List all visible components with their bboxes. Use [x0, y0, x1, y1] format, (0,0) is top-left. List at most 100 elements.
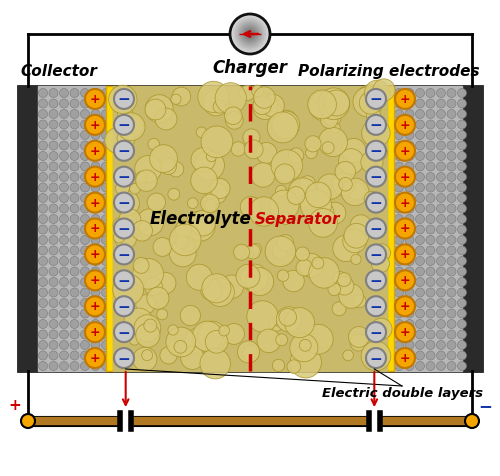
Circle shape: [70, 236, 79, 245]
Circle shape: [168, 162, 184, 178]
Circle shape: [436, 184, 446, 193]
Circle shape: [85, 219, 105, 239]
Circle shape: [309, 92, 338, 121]
Circle shape: [114, 116, 134, 136]
Circle shape: [426, 278, 435, 287]
Circle shape: [426, 288, 435, 298]
Text: −: −: [370, 248, 382, 262]
Circle shape: [170, 241, 196, 267]
Text: Collector: Collector: [20, 64, 97, 79]
Circle shape: [238, 23, 262, 47]
Circle shape: [49, 362, 58, 371]
Circle shape: [252, 86, 263, 98]
Circle shape: [136, 209, 164, 236]
Circle shape: [133, 259, 164, 289]
Circle shape: [276, 334, 287, 346]
Circle shape: [317, 175, 342, 200]
Circle shape: [38, 257, 48, 266]
Circle shape: [394, 215, 404, 224]
Circle shape: [436, 351, 446, 360]
Circle shape: [300, 190, 332, 221]
Circle shape: [416, 131, 424, 140]
Circle shape: [85, 348, 105, 368]
Circle shape: [91, 142, 100, 151]
Circle shape: [70, 278, 79, 287]
Circle shape: [49, 351, 58, 360]
Circle shape: [60, 288, 68, 298]
Bar: [38, 87, 106, 371]
Circle shape: [102, 226, 110, 235]
Circle shape: [251, 244, 262, 255]
Circle shape: [60, 152, 68, 161]
Circle shape: [283, 271, 304, 292]
Circle shape: [299, 254, 323, 278]
Circle shape: [426, 236, 435, 245]
Circle shape: [405, 268, 414, 277]
Circle shape: [360, 92, 382, 115]
Circle shape: [60, 268, 68, 277]
Circle shape: [156, 309, 168, 320]
Circle shape: [70, 142, 79, 151]
Circle shape: [426, 205, 435, 214]
Circle shape: [312, 258, 324, 269]
Circle shape: [436, 268, 446, 277]
Circle shape: [114, 322, 134, 342]
Circle shape: [102, 194, 110, 203]
Circle shape: [180, 306, 201, 326]
Circle shape: [436, 330, 446, 339]
Circle shape: [447, 89, 456, 98]
Circle shape: [436, 278, 446, 287]
Circle shape: [60, 184, 68, 193]
Circle shape: [176, 237, 188, 249]
Circle shape: [205, 200, 216, 211]
Circle shape: [436, 247, 446, 256]
Circle shape: [320, 112, 338, 129]
Circle shape: [102, 288, 110, 298]
Circle shape: [300, 176, 316, 192]
Circle shape: [395, 116, 415, 136]
Circle shape: [335, 162, 355, 182]
Circle shape: [447, 330, 456, 339]
Circle shape: [38, 362, 48, 371]
Circle shape: [38, 351, 48, 360]
Circle shape: [38, 320, 48, 329]
Bar: [113, 87, 387, 371]
Circle shape: [416, 320, 424, 329]
Circle shape: [276, 307, 301, 332]
Circle shape: [405, 309, 414, 318]
Text: +: +: [400, 119, 410, 131]
Circle shape: [394, 226, 404, 235]
Circle shape: [130, 184, 140, 195]
Circle shape: [436, 205, 446, 214]
Text: −: −: [370, 221, 382, 237]
Circle shape: [405, 288, 414, 298]
Circle shape: [394, 152, 404, 161]
Text: −: −: [370, 170, 382, 185]
Circle shape: [244, 28, 256, 41]
Circle shape: [49, 131, 58, 140]
Circle shape: [350, 334, 367, 351]
Text: +: +: [90, 326, 101, 338]
Text: −: −: [118, 92, 130, 107]
Circle shape: [201, 127, 233, 159]
Circle shape: [426, 100, 435, 109]
Circle shape: [436, 320, 446, 329]
Circle shape: [271, 150, 302, 182]
Circle shape: [91, 121, 100, 130]
Circle shape: [49, 320, 58, 329]
Circle shape: [180, 346, 204, 370]
Circle shape: [49, 330, 58, 339]
Circle shape: [70, 100, 79, 109]
Circle shape: [114, 232, 124, 243]
Circle shape: [153, 238, 172, 257]
Circle shape: [279, 309, 296, 327]
Circle shape: [202, 274, 231, 303]
Circle shape: [102, 163, 110, 172]
Circle shape: [416, 278, 424, 287]
Circle shape: [458, 351, 466, 360]
Circle shape: [280, 213, 292, 225]
Circle shape: [296, 248, 310, 261]
Text: +: +: [90, 145, 101, 158]
Circle shape: [373, 79, 395, 102]
Circle shape: [38, 163, 48, 172]
